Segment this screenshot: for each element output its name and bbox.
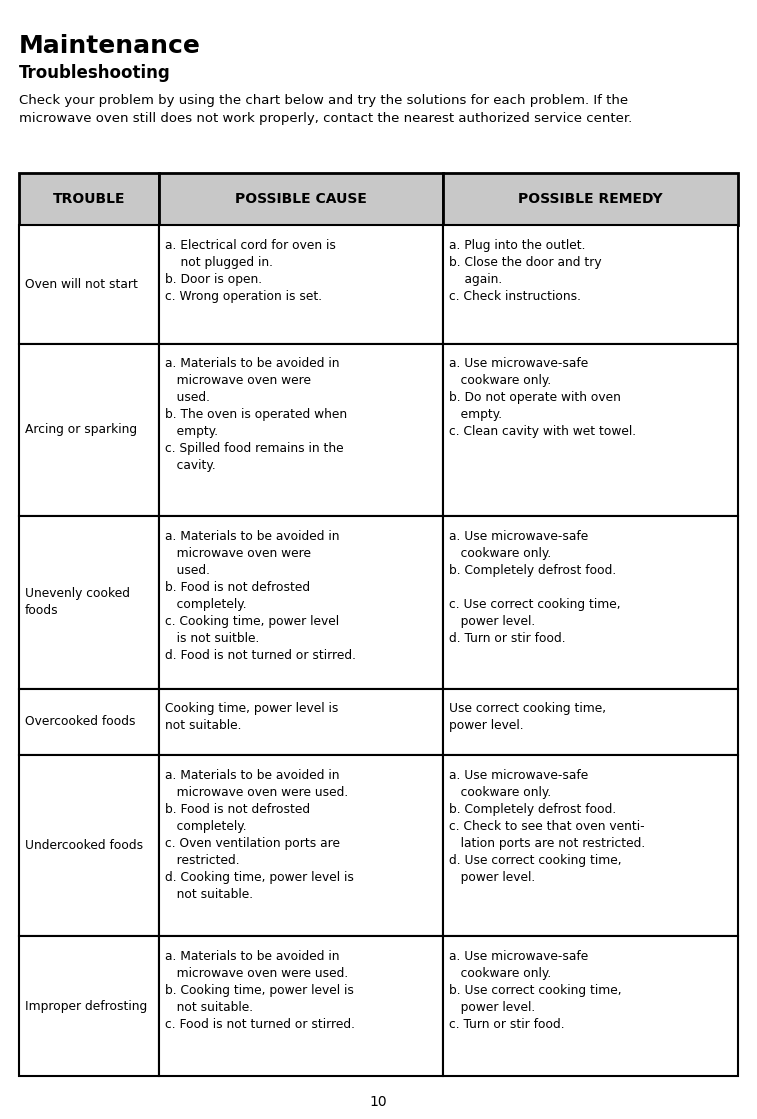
- Text: Overcooked foods: Overcooked foods: [25, 715, 136, 728]
- Text: a. Materials to be avoided in
   microwave oven were used.
b. Cooking time, powe: a. Materials to be avoided in microwave …: [165, 950, 355, 1031]
- Text: a. Electrical cord for oven is
    not plugged in.
b. Door is open.
c. Wrong ope: a. Electrical cord for oven is not plugg…: [165, 238, 336, 302]
- Text: Use correct cooking time,
power level.: Use correct cooking time, power level.: [450, 702, 606, 732]
- Text: Oven will not start: Oven will not start: [25, 278, 138, 291]
- Text: POSSIBLE REMEDY: POSSIBLE REMEDY: [519, 192, 663, 206]
- Bar: [19, 688, 159, 755]
- Text: Troubleshooting: Troubleshooting: [19, 64, 170, 82]
- Text: Arcing or sparking: Arcing or sparking: [25, 423, 137, 436]
- Text: a. Use microwave-safe
   cookware only.
b. Use correct cooking time,
   power le: a. Use microwave-safe cookware only. b. …: [450, 950, 622, 1031]
- Text: Undercooked foods: Undercooked foods: [25, 839, 143, 853]
- Bar: [159, 688, 444, 755]
- Text: Maintenance: Maintenance: [19, 34, 201, 57]
- Bar: [444, 344, 738, 516]
- Text: a. Materials to be avoided in
   microwave oven were
   used.
b. The oven is ope: a. Materials to be avoided in microwave …: [165, 357, 347, 472]
- Text: a. Materials to be avoided in
   microwave oven were
   used.
b. Food is not def: a. Materials to be avoided in microwave …: [165, 529, 357, 661]
- Text: Cooking time, power level is
not suitable.: Cooking time, power level is not suitabl…: [165, 702, 338, 732]
- Text: Improper defrosting: Improper defrosting: [25, 1000, 147, 1013]
- Bar: [159, 225, 444, 344]
- Bar: [159, 173, 444, 225]
- Text: a. Use microwave-safe
   cookware only.
b. Completely defrost food.

c. Use corr: a. Use microwave-safe cookware only. b. …: [450, 529, 621, 645]
- Text: a. Plug into the outlet.
b. Close the door and try
    again.
c. Check instructi: a. Plug into the outlet. b. Close the do…: [450, 238, 602, 302]
- Bar: [159, 344, 444, 516]
- Bar: [19, 937, 159, 1076]
- Text: TROUBLE: TROUBLE: [53, 192, 126, 206]
- Bar: [444, 755, 738, 937]
- Bar: [444, 516, 738, 688]
- Text: a. Use microwave-safe
   cookware only.
b. Completely defrost food.
c. Check to : a. Use microwave-safe cookware only. b. …: [450, 769, 646, 884]
- Text: a. Use microwave-safe
   cookware only.
b. Do not operate with oven
   empty.
c.: a. Use microwave-safe cookware only. b. …: [450, 357, 637, 439]
- Bar: [19, 344, 159, 516]
- Text: Check your problem by using the chart below and try the solutions for each probl: Check your problem by using the chart be…: [19, 94, 632, 125]
- Text: POSSIBLE CAUSE: POSSIBLE CAUSE: [235, 192, 367, 206]
- Bar: [19, 225, 159, 344]
- Bar: [159, 937, 444, 1076]
- Bar: [159, 516, 444, 688]
- Bar: [444, 688, 738, 755]
- Bar: [444, 225, 738, 344]
- Bar: [19, 755, 159, 937]
- Bar: [19, 173, 159, 225]
- Bar: [444, 937, 738, 1076]
- Bar: [19, 516, 159, 688]
- Text: 10: 10: [369, 1096, 388, 1109]
- Bar: [159, 755, 444, 937]
- Bar: [444, 173, 738, 225]
- Text: a. Materials to be avoided in
   microwave oven were used.
b. Food is not defros: a. Materials to be avoided in microwave …: [165, 769, 354, 901]
- Text: Unevenly cooked
foods: Unevenly cooked foods: [25, 587, 130, 618]
